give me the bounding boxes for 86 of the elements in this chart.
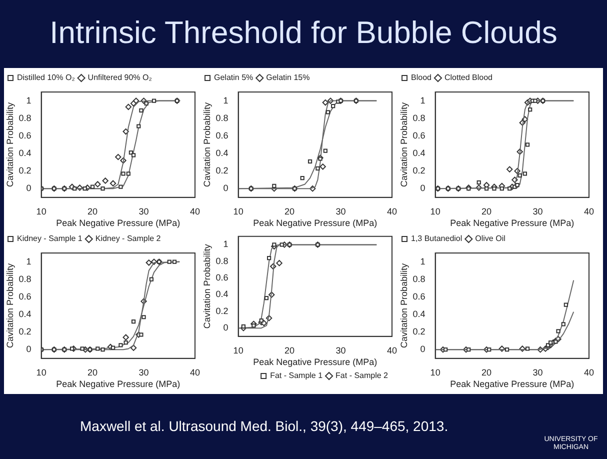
y-tick-label: 0 — [223, 183, 228, 194]
x-tick-label: 40 — [584, 206, 594, 216]
y-axis-title: Cavitation Probability — [202, 102, 212, 187]
x-axis-title: Peak Negative Pressure (MPa) — [450, 379, 574, 390]
legend-label: Kidney - Sample 1 — [17, 234, 83, 244]
y-tick-label: 0 — [420, 183, 426, 194]
text: Maxwell et al. Ultrasound Med. Biol., 39(3), 449–465, 2013. — [80, 418, 448, 434]
x-tick-label: 20 — [88, 206, 98, 216]
y-axis-title: Cavitation Probability — [202, 244, 212, 329]
y-axis-title: Cavitation Probability — [398, 262, 409, 348]
x-tick-label: 30 — [336, 345, 346, 356]
legend-label: 1,3 Butanediol — [411, 234, 462, 244]
legend-label: Gelatin 5% — [214, 73, 254, 82]
y-tick-label: 1 — [26, 256, 32, 266]
x-tick-label: 20 — [482, 367, 492, 378]
y-tick-label: 0.6 — [18, 291, 32, 302]
y-tick-label: 0.2 — [18, 166, 32, 176]
x-tick-label: 30 — [138, 206, 149, 216]
text: Intrinsic Threshold for Bubble Clouds — [50, 15, 558, 51]
y-tick-label: 1 — [420, 95, 426, 106]
y-tick-label: 1 — [223, 95, 228, 106]
y-tick-label: 0.2 — [412, 166, 426, 176]
legend-label: Gelatin 15% — [266, 73, 310, 82]
x-tick-label: 30 — [336, 206, 346, 216]
y-tick-label: 1 — [26, 95, 32, 106]
y-tick-label: 0.2 — [412, 326, 426, 337]
x-tick-label: 10 — [36, 206, 46, 216]
x-axis-title: Peak Negative Pressure (MPa) — [253, 357, 378, 368]
x-tick-label: 20 — [482, 206, 492, 216]
legend-label: Kidney - Sample 2 — [95, 234, 162, 244]
x-tick-label: 40 — [190, 367, 200, 378]
x-tick-label: 10 — [36, 367, 46, 378]
x-tick-label: 40 — [584, 367, 594, 378]
y-tick-label: 1 — [420, 256, 426, 266]
y-tick-label: 0 — [223, 322, 228, 333]
y-tick-label: 0.8 — [18, 274, 32, 284]
x-tick-label: 10 — [430, 367, 440, 378]
y-tick-label: 0 — [420, 344, 426, 354]
legend-label: Fat - Sample 2 — [336, 371, 389, 380]
y-tick-label: 0.8 — [412, 112, 426, 123]
x-tick-label: 10 — [233, 345, 244, 356]
x-axis-title: Peak Negative Pressure (MPa) — [56, 379, 180, 390]
y-tick-label: 0.2 — [18, 326, 32, 337]
y-tick-label: 0.8 — [18, 112, 32, 123]
y-axis-title: Cavitation Probability — [4, 262, 15, 348]
x-tick-label: 10 — [430, 206, 440, 216]
x-tick-label: 30 — [532, 206, 543, 216]
x-tick-label: 40 — [386, 206, 397, 216]
y-tick-label: 0.2 — [216, 166, 228, 176]
x-axis-title: Peak Negative Pressure (MPa) — [253, 218, 378, 228]
x-tick-label: 40 — [386, 345, 397, 356]
x-axis-title: Peak Negative Pressure (MPa) — [450, 218, 574, 228]
legend-label: Blood — [411, 73, 432, 82]
y-tick-label: 0.4 — [18, 308, 32, 319]
y-tick-label: 0.4 — [216, 148, 228, 158]
legend-label: Unfiltered 90% O₂ — [88, 73, 152, 82]
y-tick-label: 0 — [26, 183, 32, 194]
y-tick-label: 0.8 — [412, 274, 426, 284]
legend-label: Clotted Blood — [444, 73, 492, 82]
y-tick-label: 0.4 — [412, 148, 426, 158]
y-axis-title: Cavitation Probability — [4, 102, 15, 187]
y-tick-label: 0.2 — [216, 306, 228, 316]
x-tick-label: 40 — [190, 206, 200, 216]
x-tick-label: 30 — [532, 367, 543, 378]
y-tick-label: 0.6 — [216, 272, 228, 283]
y-tick-label: 0.8 — [216, 112, 228, 123]
legend-label: Fat - Sample 1 — [270, 371, 324, 380]
y-tick-label: 0 — [26, 344, 32, 354]
x-tick-label: 20 — [284, 345, 295, 356]
x-tick-label: 20 — [88, 367, 98, 378]
y-tick-label: 0.6 — [412, 291, 426, 302]
x-tick-label: 20 — [284, 206, 295, 216]
legend-label: Olive Oil — [475, 234, 506, 244]
legend-label: Distilled 10% O₂ — [17, 73, 75, 82]
x-tick-label: 30 — [138, 367, 149, 378]
x-tick-label: 10 — [233, 206, 244, 216]
y-axis-title: Cavitation Probability — [398, 102, 409, 187]
y-tick-label: 0.6 — [216, 130, 228, 140]
y-tick-label: 0.4 — [18, 148, 32, 158]
y-tick-label: 0.6 — [412, 130, 426, 140]
y-tick-label: 0.4 — [412, 308, 426, 319]
y-tick-label: 1 — [223, 239, 228, 250]
y-tick-label: 0.6 — [18, 130, 32, 140]
y-tick-label: 0.4 — [216, 289, 228, 300]
x-axis-title: Peak Negative Pressure (MPa) — [56, 218, 180, 228]
y-tick-label: 0.8 — [216, 256, 228, 266]
